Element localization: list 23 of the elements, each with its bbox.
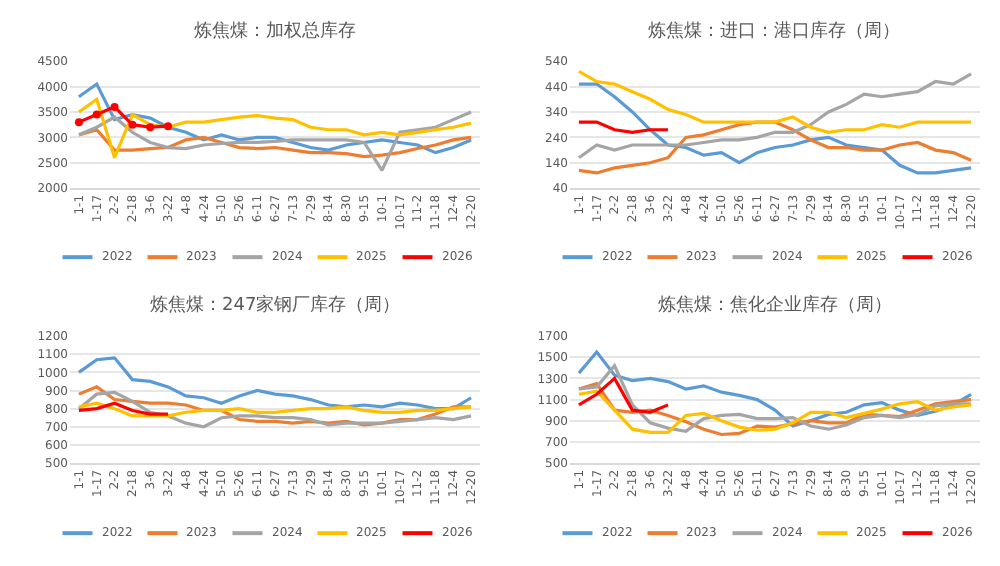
line-series — [77, 401, 473, 418]
line-series — [577, 72, 973, 160]
line-series — [577, 69, 973, 134]
chart-title: 炼焦煤：进口：港口库存（周） — [648, 20, 900, 42]
line-series — [577, 82, 973, 175]
line-series — [577, 120, 973, 175]
line-series — [77, 97, 473, 160]
line-series — [77, 82, 473, 155]
point — [110, 102, 119, 111]
point — [74, 118, 83, 127]
point — [146, 123, 155, 132]
chart-title: 炼焦煤：247家钢厂库存（周） — [150, 294, 401, 316]
line-series — [577, 376, 670, 414]
line-series — [77, 110, 473, 172]
chart-title: 炼焦煤：焦化企业库存（周） — [658, 294, 892, 316]
line-series — [577, 364, 973, 433]
chart-title: 炼焦煤：加权总库存 — [194, 20, 356, 42]
point — [92, 110, 101, 119]
point — [164, 122, 173, 131]
line-series — [577, 350, 973, 428]
line-series — [77, 356, 473, 411]
point — [128, 120, 137, 129]
line-series — [77, 128, 473, 159]
